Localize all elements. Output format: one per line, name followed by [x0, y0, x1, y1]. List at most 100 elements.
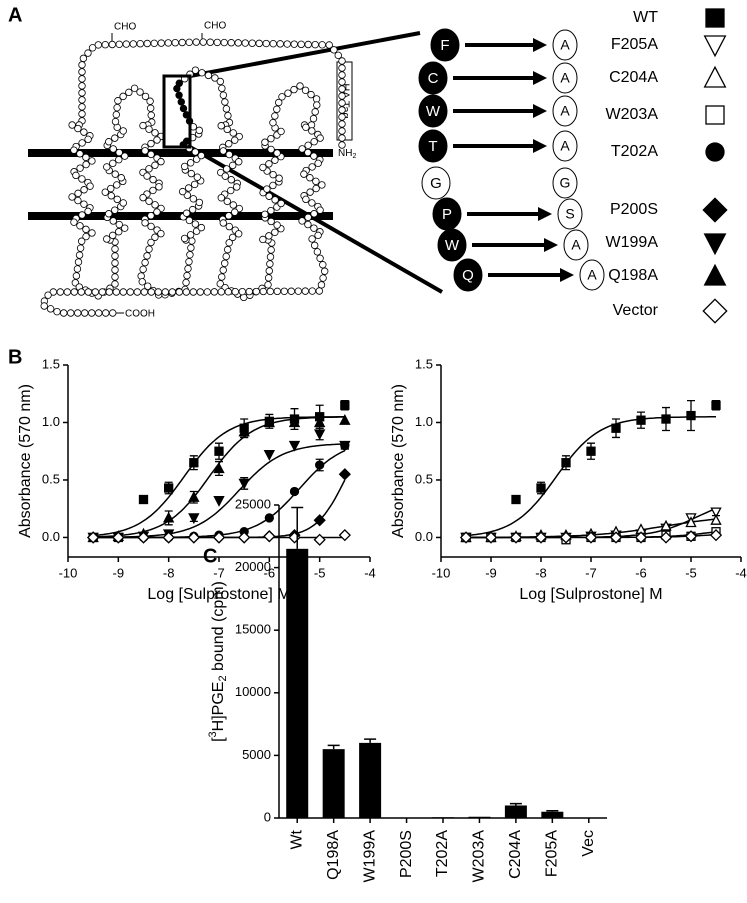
residue: [105, 138, 113, 146]
legend-marker: [705, 142, 725, 162]
x-tick-label: -4: [364, 565, 376, 580]
legend-label: F205A: [611, 36, 658, 53]
residue: [269, 170, 277, 179]
marker: [313, 514, 326, 527]
marker: [137, 531, 150, 544]
marker: [187, 531, 200, 544]
marker: [213, 462, 225, 474]
residue: [175, 79, 183, 87]
residue: [101, 41, 109, 49]
residue: [252, 287, 261, 296]
residue: [147, 222, 155, 231]
residue: [184, 264, 192, 273]
x-tick-label: -9: [485, 565, 497, 580]
wild-type-letter: C: [428, 70, 439, 87]
x-tick-label: -7: [213, 565, 225, 580]
residue: [338, 141, 346, 149]
marker: [634, 531, 648, 544]
residue: [217, 288, 226, 296]
residue: [84, 288, 93, 296]
arrow-head: [533, 139, 547, 153]
y-axis-label: Absorbance (570 nm): [390, 384, 407, 538]
glyco-label: CHO: [114, 22, 136, 33]
residue: [111, 134, 119, 142]
residue: [177, 98, 185, 106]
marker: [289, 486, 300, 497]
residue: [334, 51, 342, 60]
residue: [68, 193, 76, 201]
charts: 0.0 0.5 1.0 1.5 -10 -9 -8 -7 -6 -5 -4 Log [Sulprost…: [17, 356, 747, 882]
residue: [218, 84, 226, 93]
x-tick-label: -4: [735, 565, 747, 580]
residue: [304, 141, 312, 150]
y-tick-label: 1.5: [42, 356, 60, 371]
marker: [659, 531, 673, 544]
mutant-letter: S: [565, 206, 574, 222]
bar: [286, 548, 309, 818]
mutant-letter: G: [560, 175, 571, 191]
residue: [141, 258, 149, 267]
residue: [88, 157, 96, 165]
residue: [121, 152, 129, 160]
legend-label: Vector: [613, 302, 659, 319]
marker: [536, 483, 546, 493]
marker: [189, 458, 199, 468]
residue: [78, 68, 86, 76]
x-tick-label: -8: [535, 565, 547, 580]
residue: [95, 309, 103, 317]
residue: [266, 253, 275, 261]
chain-guide: [42, 42, 342, 313]
residue: [338, 85, 346, 93]
residue: [186, 231, 195, 239]
residue: [114, 97, 122, 105]
wild-type-letter: W: [426, 103, 441, 120]
residue: [72, 272, 81, 280]
residue: [193, 173, 202, 181]
legend-marker: [705, 8, 725, 28]
x-tick-label: Q198A: [325, 830, 342, 880]
mutant-residue: [552, 62, 578, 94]
residue: [197, 223, 206, 232]
residue: [296, 82, 304, 90]
residue: [82, 153, 90, 162]
mutant-letter: A: [560, 138, 570, 154]
error-bar: [546, 809, 559, 812]
residue: [111, 252, 119, 260]
residue: [188, 237, 196, 245]
residue: [150, 39, 158, 48]
residue: [107, 192, 115, 200]
y-tick-label: 0.5: [415, 471, 433, 486]
residue: [119, 199, 127, 207]
fit-curve: [465, 416, 716, 537]
residue: [147, 139, 155, 148]
mutant-letter: A: [587, 267, 597, 283]
residue: [297, 40, 305, 49]
residue: [310, 152, 318, 160]
residue: [283, 40, 291, 48]
residue: [280, 287, 289, 295]
residue: [46, 305, 55, 313]
legend-marker: [703, 35, 727, 58]
marker: [212, 531, 226, 544]
legend-marker: [702, 197, 728, 223]
residue: [138, 278, 146, 286]
residue: [140, 288, 149, 296]
residue: [227, 39, 235, 47]
residue: [72, 171, 80, 180]
residue: [275, 98, 283, 107]
residue: [316, 206, 324, 214]
residue: [310, 241, 319, 250]
residue: [273, 105, 281, 113]
residue: [78, 75, 86, 83]
residue: [267, 246, 275, 254]
residue: [219, 266, 227, 274]
mutant-letter: A: [560, 37, 570, 53]
residue: [189, 195, 198, 203]
residue: [178, 38, 186, 47]
residue: [225, 140, 233, 148]
residue: [186, 159, 195, 167]
bar: [504, 805, 527, 818]
residue: [136, 40, 144, 48]
residue: [261, 138, 269, 146]
marker: [534, 531, 548, 544]
